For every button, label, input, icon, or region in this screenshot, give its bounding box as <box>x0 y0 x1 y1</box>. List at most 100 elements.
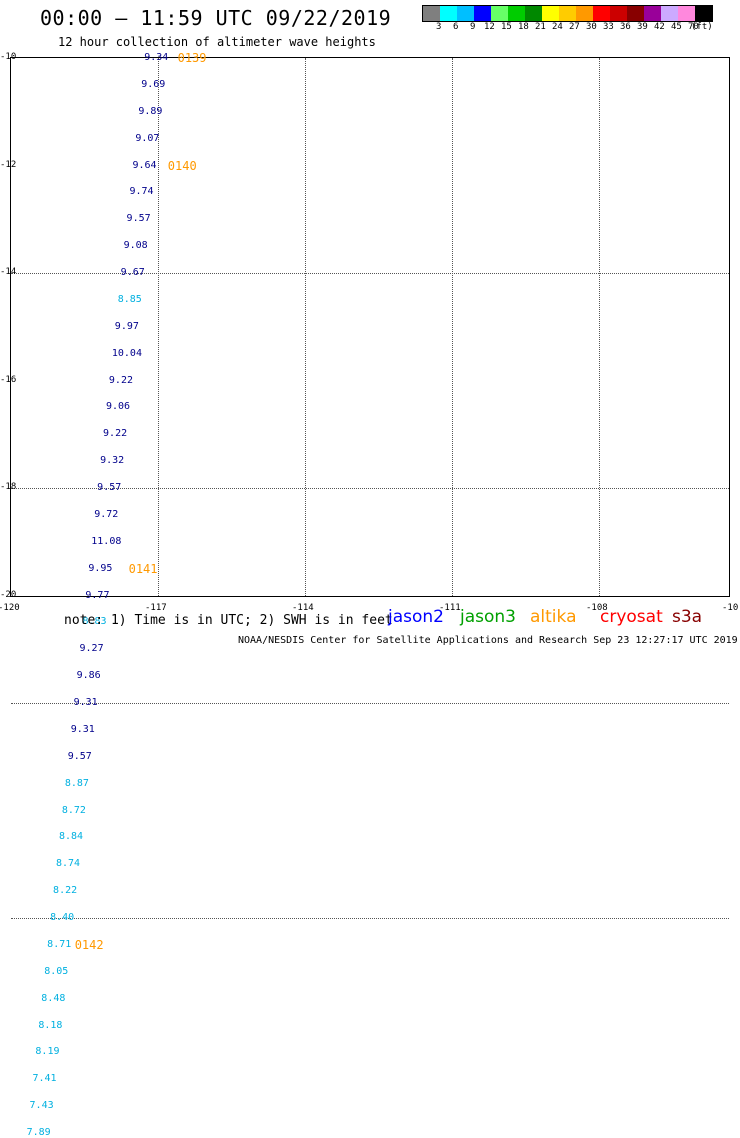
wave-height-value: 8.18 <box>38 1019 63 1031</box>
latitude-gridline <box>11 703 729 704</box>
longitude-gridline <box>452 58 453 596</box>
wave-height-value: 9.31 <box>70 723 95 735</box>
longitude-tick-label: -10 <box>722 603 739 613</box>
latitude-tick-label: -12 <box>0 159 17 170</box>
wave-height-value: 11.08 <box>91 535 122 547</box>
wave-height-value: 9.95 <box>88 562 113 574</box>
wave-height-value: 8.05 <box>44 965 69 977</box>
map-plot-area: 9.34 9.69 9.89 9.07 9.64 9.74 9.57 9.08 9.67 8.85… <box>10 51 730 1138</box>
latitude-tick-label: -16 <box>0 374 17 385</box>
legend-swatch <box>627 6 644 21</box>
wave-height-value: 9.08 <box>123 240 148 252</box>
latitude-gridline <box>11 273 729 274</box>
wave-height-value: 8.71 <box>47 938 72 950</box>
wave-height-value: 9.57 <box>97 482 122 493</box>
legend-label: 30 <box>586 22 597 32</box>
legend-label: 36 <box>620 22 631 32</box>
wave-height-value: 8.40 <box>50 912 75 923</box>
longitude-tick-label: -120 <box>0 603 20 613</box>
wave-height-value: 9.69 <box>141 78 166 90</box>
wave-height-value: 9.86 <box>76 670 101 682</box>
wave-height-value: 9.89 <box>138 105 163 117</box>
legend-label: 21 <box>535 22 546 32</box>
longitude-gridline <box>305 58 306 596</box>
footer-note: note: 1) Time is in UTC; 2) SWH is in fe… <box>64 613 393 628</box>
legend-label: 6 <box>453 22 459 32</box>
legend-swatch <box>508 6 525 21</box>
satellite-jason2-label: jason2 <box>388 607 444 627</box>
legend-swatch <box>457 6 474 21</box>
latitude-tick-label: -10 <box>0 52 17 62</box>
pass-id-label: 0139 <box>177 51 207 65</box>
legend-label: 3 <box>436 22 442 32</box>
legend-label: 18 <box>518 22 529 32</box>
legend-swatch <box>695 6 712 21</box>
longitude-tick-label: -117 <box>145 603 167 613</box>
wave-height-value: 8.72 <box>61 804 86 816</box>
pass-id-label: 0141 <box>128 561 158 576</box>
wave-height-value: 9.64 <box>132 159 157 171</box>
satellite-jason3-label: jason3 <box>460 607 516 627</box>
wave-height-value: 8.84 <box>58 831 84 843</box>
legend-swatch <box>661 6 678 21</box>
latitude-gridline <box>11 488 729 489</box>
wave-height-value: 9.67 <box>120 267 145 278</box>
longitude-gridline <box>158 58 159 596</box>
wave-height-color-legend <box>422 5 713 22</box>
legend-swatch <box>610 6 627 21</box>
legend-label: 12 <box>484 22 495 32</box>
legend-unit: (ft) <box>691 22 713 32</box>
wave-height-value: 8.85 <box>117 293 142 305</box>
legend-swatch <box>542 6 559 21</box>
wave-height-value: 9.57 <box>67 750 92 762</box>
wave-height-value: 9.97 <box>114 320 139 332</box>
wave-height-value: 9.74 <box>129 186 154 198</box>
legend-swatch <box>644 6 661 21</box>
legend-swatch <box>440 6 457 21</box>
legend-swatch <box>474 6 491 21</box>
legend-label: 33 <box>603 22 614 32</box>
pass-id-label: 0140 <box>167 158 197 173</box>
wave-height-value: 9.06 <box>105 401 131 413</box>
wave-height-value: 7.41 <box>32 1073 57 1085</box>
legend-swatch <box>423 6 440 21</box>
legend-swatch <box>593 6 610 21</box>
wave-height-value: 8.19 <box>35 1046 60 1058</box>
legend-swatch <box>559 6 576 21</box>
wave-height-value: 9.31 <box>73 697 98 708</box>
wave-height-value: 8.74 <box>56 858 81 870</box>
wave-height-value: 9.07 <box>135 132 160 144</box>
credit-line: NOAA/NESDIS Center for Satellite Applica… <box>238 635 738 646</box>
wave-height-value: 8.83 <box>82 616 107 628</box>
longitude-tick-label: -114 <box>292 603 314 613</box>
wave-height-value: 9.72 <box>94 508 119 520</box>
wave-height-value: 9.34 <box>144 52 169 63</box>
latitude-tick-label: -14 <box>0 267 17 277</box>
legend-label: 39 <box>637 22 648 32</box>
legend-label: 45 <box>671 22 682 32</box>
legend-swatch <box>491 6 508 21</box>
wave-height-value: 8.87 <box>64 777 89 789</box>
legend-swatch <box>525 6 542 21</box>
legend-swatch <box>678 6 695 21</box>
legend-label: 27 <box>569 22 580 32</box>
wave-height-value: 8.48 <box>41 992 66 1004</box>
legend-label: 15 <box>501 22 512 32</box>
satellite-altika-label: altika <box>530 607 577 627</box>
longitude-tick-label: -108 <box>586 603 608 613</box>
latitude-gridline <box>11 918 729 919</box>
satellite-s3a-label: s3a <box>672 607 703 627</box>
wave-height-value: 9.77 <box>85 589 110 601</box>
legend-label: 24 <box>552 22 563 32</box>
wave-height-value: 9.22 <box>103 428 128 440</box>
latitude-tick-label: -20 <box>0 589 17 600</box>
map-subtitle: 12 hour collection of altimeter wave hei… <box>58 35 376 49</box>
longitude-tick-label: -111 <box>439 603 461 613</box>
wave-height-value: 10.04 <box>111 347 142 359</box>
wave-height-value: 9.32 <box>100 455 125 467</box>
wave-height-value: 9.57 <box>126 213 151 225</box>
wave-height-value: 7.89 <box>26 1127 51 1138</box>
legend-label: 9 <box>470 22 476 32</box>
legend-swatch <box>576 6 593 21</box>
wave-height-value: 9.27 <box>79 643 104 655</box>
